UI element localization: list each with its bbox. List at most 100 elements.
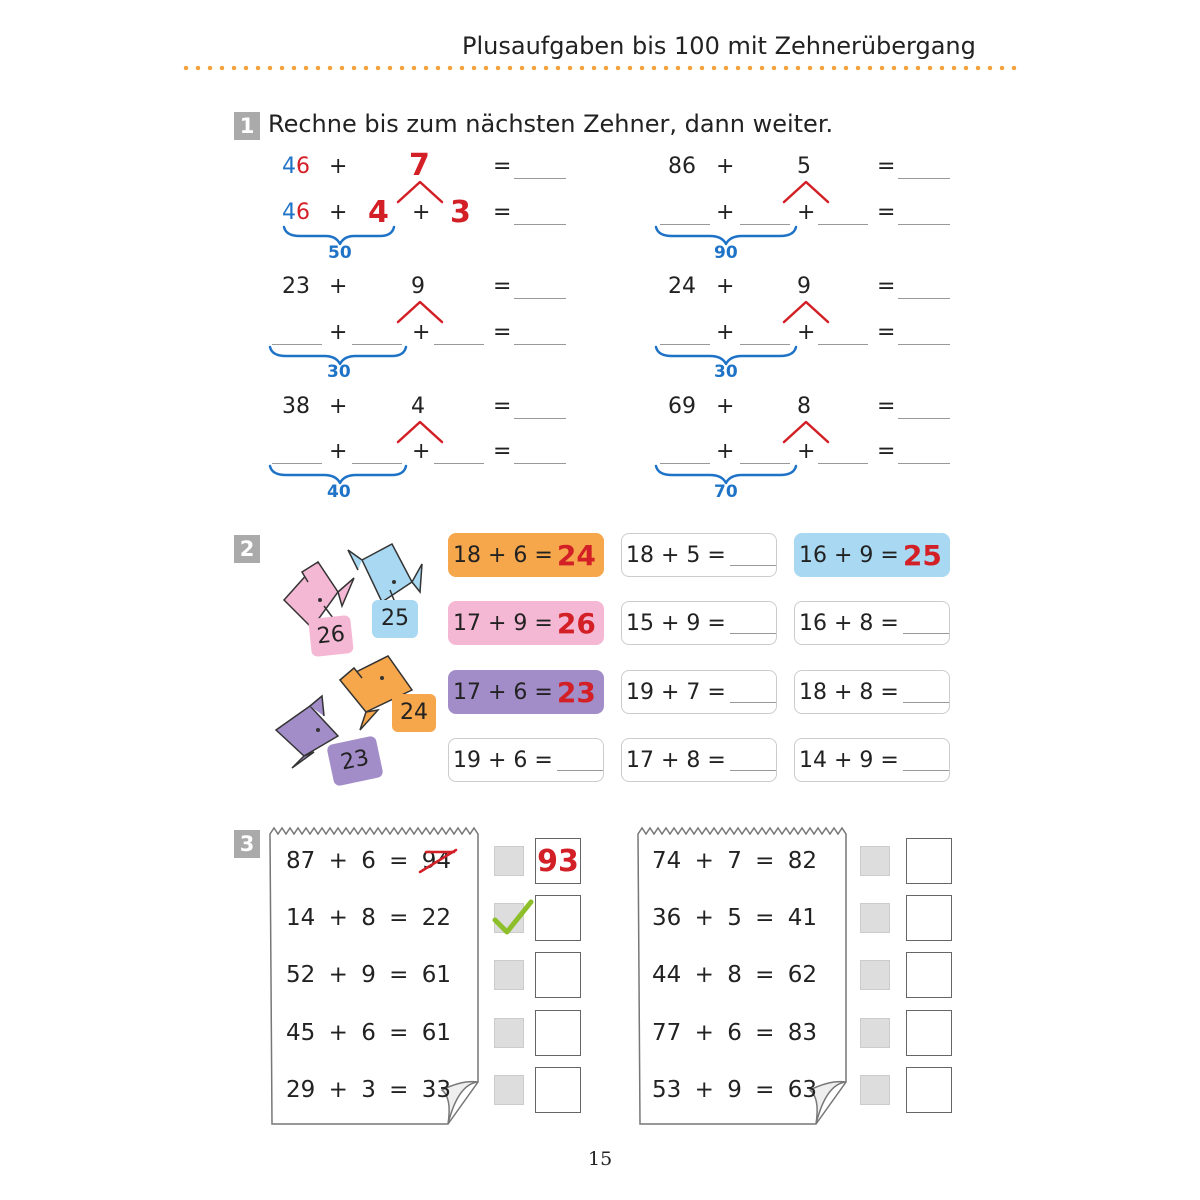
- equation-card[interactable]: 17 + 6 = 23: [448, 670, 604, 714]
- equation-card[interactable]: 16 + 8 =: [794, 601, 950, 645]
- answer-blank[interactable]: [729, 750, 776, 771]
- problem-3-first: 24: [668, 274, 696, 299]
- problem-3-blank-c[interactable]: [818, 344, 868, 345]
- check-equation: 87 + 6 = 94: [286, 848, 457, 874]
- equation-eq: =: [389, 962, 409, 988]
- equation-eq: =: [755, 1077, 775, 1103]
- equation-card[interactable]: 17 + 8 =: [621, 738, 777, 782]
- check-equation: 36 + 5 = 41: [652, 905, 817, 931]
- problem-4-blank-a[interactable]: [272, 463, 322, 464]
- equation-expression: 19 + 7 =: [626, 679, 726, 705]
- equation-expression: 19 + 6 =: [453, 747, 553, 773]
- check-mark-box[interactable]: [860, 903, 890, 933]
- equation-result: 83: [787, 1020, 818, 1046]
- problem-5-plus-row2: +: [716, 439, 735, 464]
- problem-5-blank-a[interactable]: [660, 463, 710, 464]
- answer-blank[interactable]: [729, 682, 776, 703]
- example-answer-blank[interactable]: [514, 178, 566, 179]
- check-mark-box[interactable]: [860, 960, 890, 990]
- problem-1-answer-blank[interactable]: [898, 178, 950, 179]
- problem-1-plus-row2b: +: [797, 200, 816, 225]
- problem-5-blank-b[interactable]: [740, 463, 790, 464]
- problem-3-blank-a[interactable]: [660, 344, 710, 345]
- correction-box[interactable]: [535, 1067, 581, 1113]
- problem-4-blank-b[interactable]: [352, 463, 402, 464]
- correction-box[interactable]: [906, 838, 952, 884]
- equation-plus: +: [328, 848, 348, 874]
- check-mark-box[interactable]: [860, 1075, 890, 1105]
- equation-eq: =: [389, 1077, 409, 1103]
- check-mark-box[interactable]: [492, 899, 534, 935]
- problem-5-blank-c[interactable]: [818, 463, 868, 464]
- answer-blank[interactable]: [556, 750, 603, 771]
- equation-eq: =: [755, 905, 775, 931]
- problem-1-blank-c[interactable]: [818, 224, 868, 225]
- equation-card[interactable]: 18 + 6 = 24: [448, 533, 604, 577]
- problem-2-answer-blank-row2[interactable]: [514, 344, 566, 345]
- tens-brace: [654, 345, 798, 366]
- problem-3-plus-row2b: +: [797, 320, 816, 345]
- equation-card[interactable]: 14 + 9 =: [794, 738, 950, 782]
- correction-box[interactable]: 93: [535, 838, 581, 884]
- correction-box[interactable]: [535, 952, 581, 998]
- answer-blank[interactable]: [902, 750, 949, 771]
- correction-box[interactable]: [535, 895, 581, 941]
- correction-box[interactable]: [906, 895, 952, 941]
- equation-term-a: 14: [286, 905, 316, 931]
- problem-5-answer-blank[interactable]: [898, 418, 950, 419]
- problem-4-answer-blank[interactable]: [514, 418, 566, 419]
- tens-brace: [654, 464, 798, 485]
- check-mark-box[interactable]: [494, 1018, 524, 1048]
- problem-4-blank-c[interactable]: [434, 463, 484, 464]
- answer-blank[interactable]: [902, 682, 949, 703]
- problem-1-blank-a[interactable]: [660, 224, 710, 225]
- correction-box[interactable]: [906, 952, 952, 998]
- equation-term-a: 77: [652, 1020, 682, 1046]
- check-mark-box[interactable]: [494, 846, 524, 876]
- problem-3-answer-blank-row2[interactable]: [898, 344, 950, 345]
- answer-blank[interactable]: [729, 545, 776, 566]
- equation-card[interactable]: 19 + 6 =: [448, 738, 604, 782]
- answer-blank[interactable]: [729, 613, 776, 634]
- split-chevron: [782, 180, 830, 204]
- problem-2-answer-blank[interactable]: [514, 298, 566, 299]
- check-mark-box[interactable]: [860, 846, 890, 876]
- problem-2-blank-a[interactable]: [272, 344, 322, 345]
- equation-card[interactable]: 17 + 9 = 26: [448, 601, 604, 645]
- equation-card[interactable]: 16 + 9 = 25: [794, 533, 950, 577]
- problem-2-blank-c[interactable]: [434, 344, 484, 345]
- problem-1-tens-label: 90: [714, 243, 738, 263]
- equation-result: 82: [787, 848, 818, 874]
- check-mark-box[interactable]: [494, 960, 524, 990]
- equation-answer: 26: [556, 606, 596, 640]
- correction-box[interactable]: [906, 1010, 952, 1056]
- example-plus-row2b: +: [412, 200, 431, 225]
- equation-term-b: 9: [727, 1077, 742, 1103]
- equation-card[interactable]: 15 + 9 =: [621, 601, 777, 645]
- check-mark-box[interactable]: [494, 1075, 524, 1105]
- problem-3-answer-blank[interactable]: [898, 298, 950, 299]
- problem-1-blank-b[interactable]: [740, 224, 790, 225]
- answer-blank[interactable]: [902, 613, 949, 634]
- equation-card[interactable]: 19 + 7 =: [621, 670, 777, 714]
- check-mark-box[interactable]: [860, 1018, 890, 1048]
- task-1-instruction: Rechne bis zum nächsten Zehner, dann wei…: [268, 110, 834, 138]
- problem-5-tens-label: 70: [714, 482, 738, 502]
- problem-1-eq-row2: =: [877, 200, 896, 225]
- equation-card[interactable]: 18 + 8 =: [794, 670, 950, 714]
- problem-2-blank-b[interactable]: [352, 344, 402, 345]
- problem-1-answer-blank-row2[interactable]: [898, 224, 950, 225]
- problem-3-blank-b[interactable]: [740, 344, 790, 345]
- equation-expression: 17 + 6 =: [453, 679, 553, 705]
- problem-4-answer-blank-row2[interactable]: [514, 463, 566, 464]
- equation-term-b: 6: [361, 1020, 376, 1046]
- problem-3-plus-row2: +: [716, 320, 735, 345]
- problem-5-answer-blank-row2[interactable]: [898, 463, 950, 464]
- equation-card[interactable]: 18 + 5 =: [621, 533, 777, 577]
- example-answer-blank-row2[interactable]: [514, 224, 566, 225]
- problem-3-eq-row2: =: [877, 320, 896, 345]
- correction-box[interactable]: [906, 1067, 952, 1113]
- task-3-number: 3: [234, 830, 260, 858]
- correction-box[interactable]: [535, 1010, 581, 1056]
- task-1-number: 1: [234, 112, 260, 140]
